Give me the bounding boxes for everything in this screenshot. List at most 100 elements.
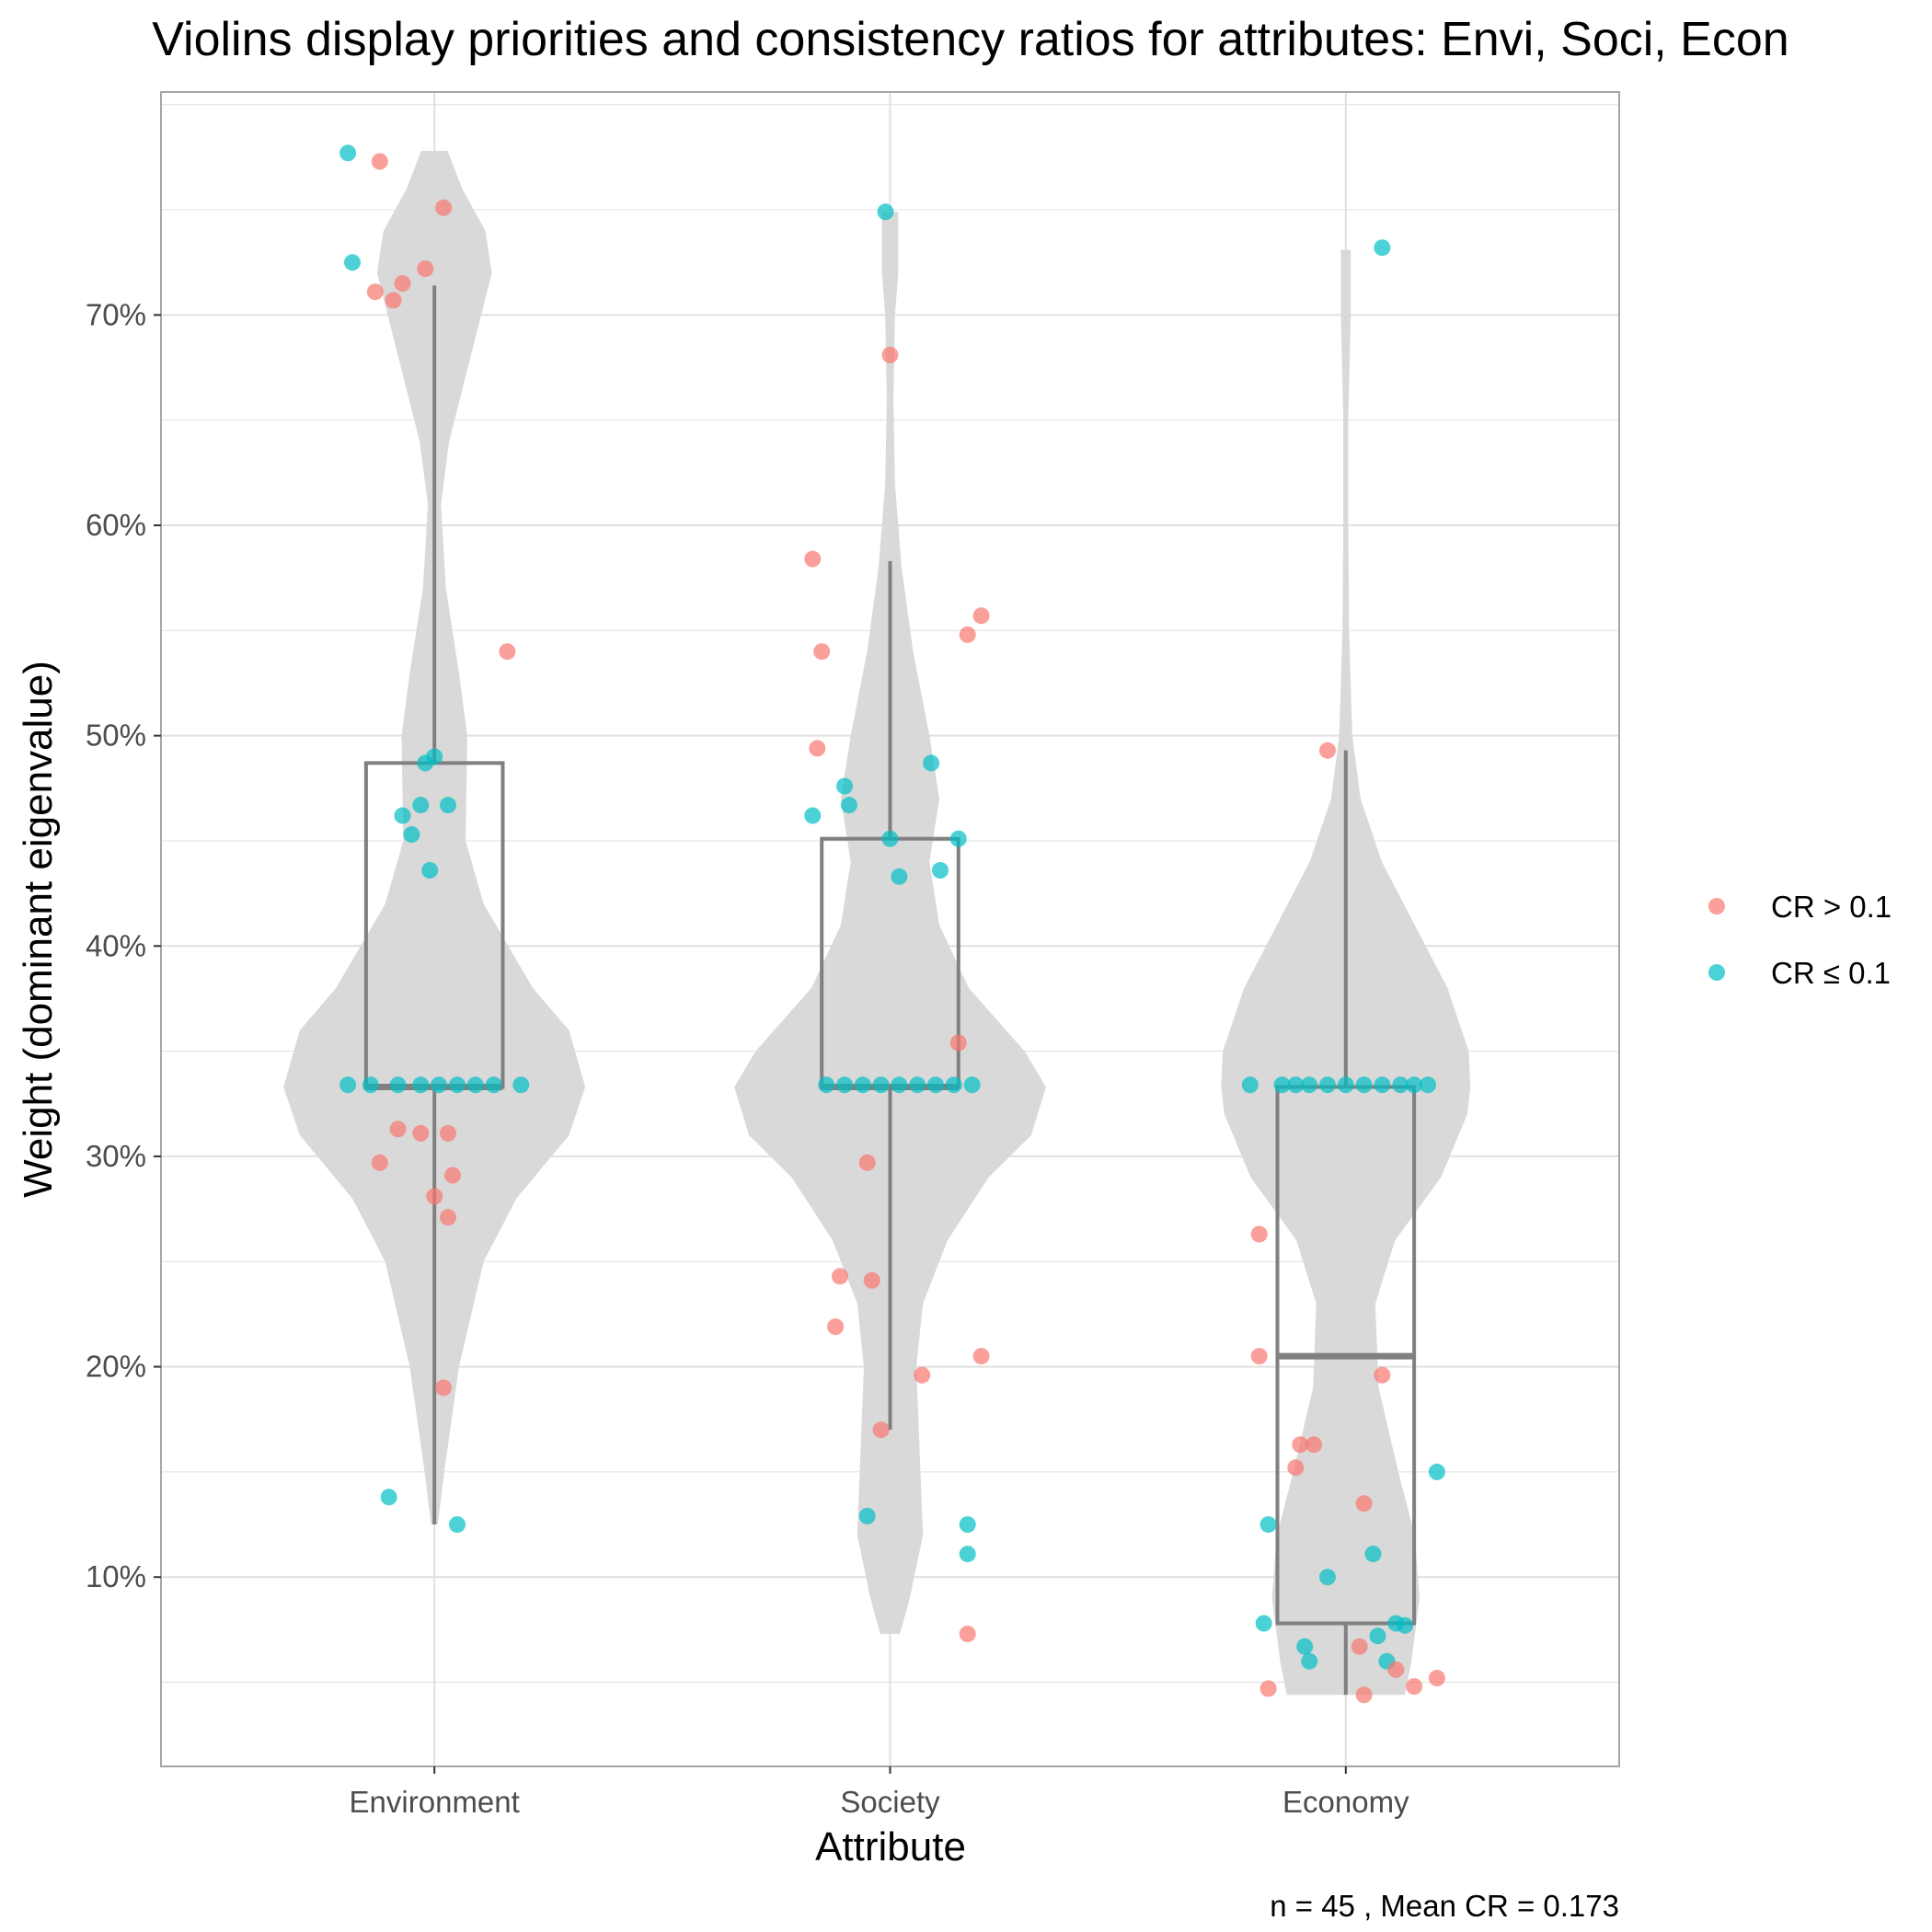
data-point	[339, 144, 357, 162]
data-point	[1273, 1076, 1291, 1094]
data-point	[1355, 1076, 1373, 1094]
data-point	[949, 1034, 967, 1052]
data-point	[858, 1154, 876, 1171]
boxplots	[363, 285, 1417, 1696]
data-point	[1355, 1495, 1373, 1512]
data-point	[389, 1076, 407, 1094]
data-point	[412, 1076, 430, 1094]
chart-caption: n = 45 , Mean CR = 0.173	[1270, 1889, 1619, 1923]
data-point	[417, 260, 434, 278]
y-axis-ticks: 10% 20% 30% 40% 50% 60% 70%	[86, 297, 161, 1593]
data-point	[380, 1489, 397, 1506]
data-point	[1319, 1076, 1336, 1094]
data-point	[1387, 1661, 1405, 1678]
y-tick-label: 30%	[86, 1139, 146, 1173]
data-point	[394, 807, 411, 824]
data-point	[1351, 1638, 1368, 1655]
data-point	[1259, 1516, 1277, 1534]
data-point	[891, 1076, 908, 1094]
y-tick-label: 20%	[86, 1350, 146, 1384]
data-point	[1374, 1366, 1391, 1384]
data-point	[1397, 1616, 1414, 1634]
data-point	[923, 754, 940, 772]
data-point	[371, 153, 388, 170]
data-point	[914, 1366, 931, 1384]
data-point	[449, 1076, 466, 1094]
data-point	[804, 550, 822, 568]
data-point	[440, 797, 456, 814]
data-point	[499, 643, 516, 661]
data-point	[1319, 1569, 1336, 1586]
data-point	[877, 203, 894, 221]
data-point	[1374, 1076, 1391, 1094]
data-point	[1250, 1348, 1268, 1365]
legend-key-low-cr	[1708, 964, 1725, 981]
data-point	[426, 1188, 443, 1205]
data-point	[412, 1124, 430, 1142]
data-point	[1428, 1463, 1445, 1480]
data-point	[440, 1209, 456, 1226]
data-point	[927, 1076, 944, 1094]
data-point	[881, 830, 899, 847]
data-point	[1250, 1225, 1268, 1243]
data-point	[1428, 1670, 1445, 1686]
data-point	[440, 1124, 456, 1142]
data-point	[1241, 1076, 1259, 1094]
data-point	[421, 862, 439, 879]
data-point	[394, 275, 411, 293]
data-point	[1287, 1459, 1305, 1477]
data-point	[809, 740, 826, 757]
y-tick-label: 10%	[86, 1559, 146, 1593]
data-point	[840, 797, 857, 814]
data-point	[412, 797, 430, 814]
data-point	[959, 1626, 976, 1642]
data-point	[371, 1154, 388, 1171]
data-point	[959, 626, 976, 643]
data-point	[1305, 1436, 1323, 1454]
data-point	[1420, 1076, 1436, 1094]
data-point	[959, 1546, 976, 1563]
data-point	[813, 643, 831, 661]
data-point	[1287, 1076, 1305, 1094]
legend: CR > 0.1 CR ≤ 0.1	[1708, 890, 1892, 990]
data-point	[872, 1076, 890, 1094]
data-point	[344, 254, 361, 271]
y-tick-label: 70%	[86, 297, 146, 331]
data-point	[972, 607, 990, 625]
data-point	[909, 1076, 926, 1094]
data-point	[435, 1379, 453, 1397]
data-point	[827, 1318, 845, 1336]
data-point	[891, 868, 908, 885]
data-point	[832, 1268, 848, 1285]
x-tick-label: Economy	[1282, 1785, 1409, 1819]
data-point	[339, 1076, 357, 1094]
legend-label-high-cr: CR > 0.1	[1771, 890, 1892, 924]
data-point	[1364, 1546, 1382, 1563]
data-point	[366, 283, 384, 301]
data-point	[485, 1076, 502, 1094]
data-point	[1292, 1436, 1309, 1454]
data-point	[932, 862, 949, 879]
data-point	[1319, 742, 1336, 759]
legend-label-low-cr: CR ≤ 0.1	[1771, 956, 1891, 990]
y-tick-label: 60%	[86, 508, 146, 542]
data-point	[836, 1076, 853, 1094]
x-tick-label: Environment	[350, 1785, 520, 1819]
data-point	[818, 1076, 835, 1094]
data-points	[339, 144, 1445, 1704]
data-point	[1369, 1627, 1386, 1645]
chart-title: Violins display priorities and consisten…	[152, 13, 1788, 66]
data-point	[804, 807, 822, 824]
legend-key-high-cr	[1708, 898, 1725, 914]
data-point	[1301, 1652, 1318, 1670]
data-point	[466, 1076, 484, 1094]
data-point	[949, 830, 967, 847]
data-point	[881, 346, 899, 363]
data-point	[362, 1076, 379, 1094]
data-point	[836, 777, 853, 795]
y-tick-label: 40%	[86, 928, 146, 962]
data-point	[444, 1167, 461, 1184]
data-point	[1296, 1638, 1314, 1655]
data-point	[435, 199, 453, 216]
